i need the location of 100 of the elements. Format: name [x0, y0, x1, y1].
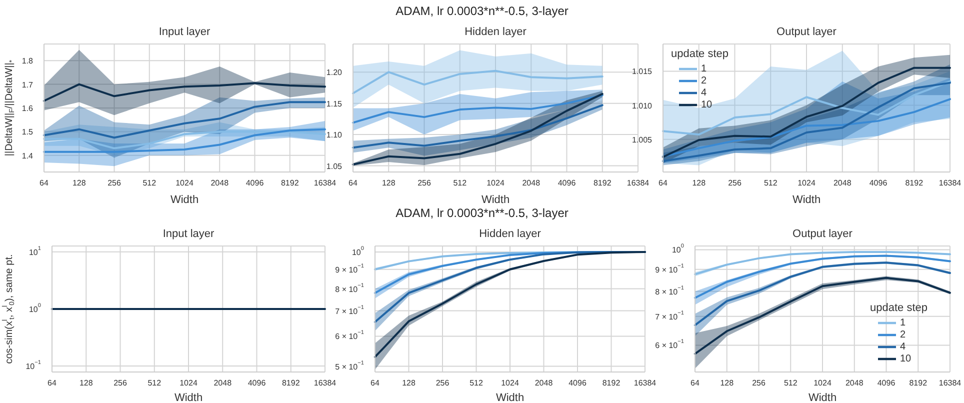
- y-tick-label: 10$^{0}$: [352, 246, 364, 256]
- x-tick-label: 1024: [501, 378, 520, 388]
- x-tick-label: 1024: [176, 178, 194, 188]
- x-tick-label: 64: [690, 378, 700, 388]
- y-tick-label: 1.7: [22, 80, 34, 89]
- y-tick-label: 9 × 10$^{−1}$: [655, 263, 684, 274]
- x-tick-label: 512: [453, 178, 468, 188]
- y-tick-label: 1.05: [326, 161, 343, 170]
- y-tick-label: 1.005: [632, 134, 653, 144]
- x-tick-label: 512: [142, 178, 157, 188]
- y-tick-label: 6 × 10$^{−1}$: [335, 330, 364, 341]
- x-tick-label: 16384: [938, 378, 962, 388]
- x-tick-label: 512: [470, 378, 484, 388]
- y-tick-label: 10$^{1}$: [28, 246, 41, 256]
- x-tick-label: 2048: [845, 378, 864, 388]
- x-axis-title: Width: [792, 194, 821, 206]
- x-tick-label: 4096: [248, 378, 266, 388]
- x-tick-label: 128: [402, 378, 416, 388]
- legend-title: update step: [870, 302, 928, 314]
- y-tick-label: 9 × 10$^{−1}$: [335, 263, 364, 274]
- y-tick-label: 8 × 10$^{−1}$: [335, 282, 364, 294]
- y-tick-label: 1.6: [22, 104, 34, 112]
- y-tick-label: 10$^{0}$: [672, 244, 684, 254]
- x-tick-label: 16384: [626, 178, 650, 188]
- x-tick-label: 4096: [877, 378, 896, 388]
- legend-label: 2: [900, 330, 906, 341]
- x-tick-label: 64: [348, 178, 358, 188]
- x-tick-label: 8192: [280, 178, 300, 188]
- y-tick-label: 1.010: [632, 100, 653, 110]
- y-tick-label: 10$^{−1}$: [26, 360, 41, 371]
- x-tick-label: 1024: [180, 378, 198, 388]
- x-tick-label: 256: [436, 378, 450, 388]
- x-tick-label: 64: [370, 378, 380, 388]
- legend-label: 1: [900, 318, 906, 329]
- x-tick-label: 2048: [522, 178, 541, 188]
- x-tick-label: 2048: [210, 178, 230, 188]
- y-tick-label: 1.15: [326, 98, 343, 108]
- x-tick-label: 4096: [558, 178, 576, 188]
- x-tick-label: 64: [48, 378, 57, 388]
- x-tick-label: 1024: [798, 178, 816, 188]
- legend-label: 10: [701, 100, 712, 111]
- x-tick-label: 128: [382, 178, 396, 188]
- y-tick-label: 1.4: [22, 150, 34, 160]
- y-tick-label: 7 × 10$^{−1}$: [335, 304, 364, 316]
- x-tick-label: 512: [148, 378, 162, 388]
- x-tick-label: 16384: [634, 378, 657, 388]
- x-axis-title: Width: [808, 392, 837, 403]
- chart-title: Output layer: [792, 228, 854, 240]
- x-tick-label: 2048: [833, 178, 852, 188]
- x-tick-label: 256: [728, 178, 742, 188]
- x-axis-title: Width: [170, 194, 199, 206]
- x-axis-title: Width: [481, 194, 510, 206]
- x-tick-label: 4096: [568, 378, 587, 388]
- x-tick-label: 256: [114, 378, 128, 388]
- x-tick-label: 128: [692, 178, 706, 188]
- legend-label: 2: [701, 76, 707, 87]
- y-tick-label: 1.20: [326, 68, 343, 77]
- x-tick-label: 256: [752, 378, 766, 388]
- chart-title: Input layer: [162, 228, 216, 240]
- x-tick-label: 16384: [314, 378, 337, 388]
- x-tick-label: 1024: [486, 178, 505, 188]
- legend-label: 1: [701, 64, 707, 75]
- chart-title: Input layer: [158, 26, 212, 38]
- legend-label: 4: [900, 342, 906, 353]
- x-tick-label: 8192: [905, 178, 924, 188]
- x-tick-label: 2048: [214, 378, 232, 388]
- x-tick-label: 1024: [814, 378, 832, 388]
- x-tick-label: 256: [418, 178, 432, 188]
- y-tick-label: 1.015: [632, 66, 653, 76]
- legend-title: update step: [671, 48, 730, 60]
- text: ADAM, lr 0.0003*n**-0.5, 3-layer: [394, 206, 570, 220]
- y-tick-label: 1.10: [326, 130, 343, 140]
- y-tick-label: 10$^{0}$: [28, 302, 41, 314]
- y-tick-label: 1.5: [22, 127, 34, 136]
- x-tick-label: 8192: [909, 378, 928, 388]
- x-tick-label: 128: [720, 378, 734, 388]
- y-tick-label: 7 × 10$^{−1}$: [655, 310, 684, 321]
- x-tick-label: 512: [784, 378, 798, 388]
- y-tick-label: 1.8: [22, 56, 34, 66]
- legend-label: 4: [701, 88, 707, 99]
- x-tick-label: 16384: [938, 178, 962, 188]
- x-tick-label: 512: [764, 178, 778, 188]
- chart-title: Output layer: [776, 26, 838, 38]
- x-tick-label: 64: [40, 178, 49, 188]
- x-tick-label: 64: [658, 178, 668, 188]
- x-tick-label: 256: [108, 178, 122, 188]
- x-tick-label: 8192: [593, 178, 612, 188]
- x-tick-label: 16384: [314, 178, 337, 188]
- x-tick-label: 128: [79, 378, 94, 388]
- x-tick-label: 4096: [246, 178, 264, 188]
- x-tick-label: 128: [72, 178, 86, 188]
- x-tick-label: 2048: [534, 378, 554, 388]
- chart-title: Hidden layer: [478, 228, 542, 240]
- legend-label: 10: [900, 354, 912, 365]
- chart-title: Hidden layer: [464, 26, 528, 38]
- y-tick-label: 8 × 10$^{−1}$: [655, 285, 684, 296]
- text: ADAM, lr 0.0003*n**-0.5, 3-layer: [394, 4, 570, 18]
- x-tick-label: 4096: [869, 178, 888, 188]
- y-tick-label: 5 × 10$^{−1}$: [335, 360, 364, 371]
- x-tick-label: 8192: [282, 378, 300, 388]
